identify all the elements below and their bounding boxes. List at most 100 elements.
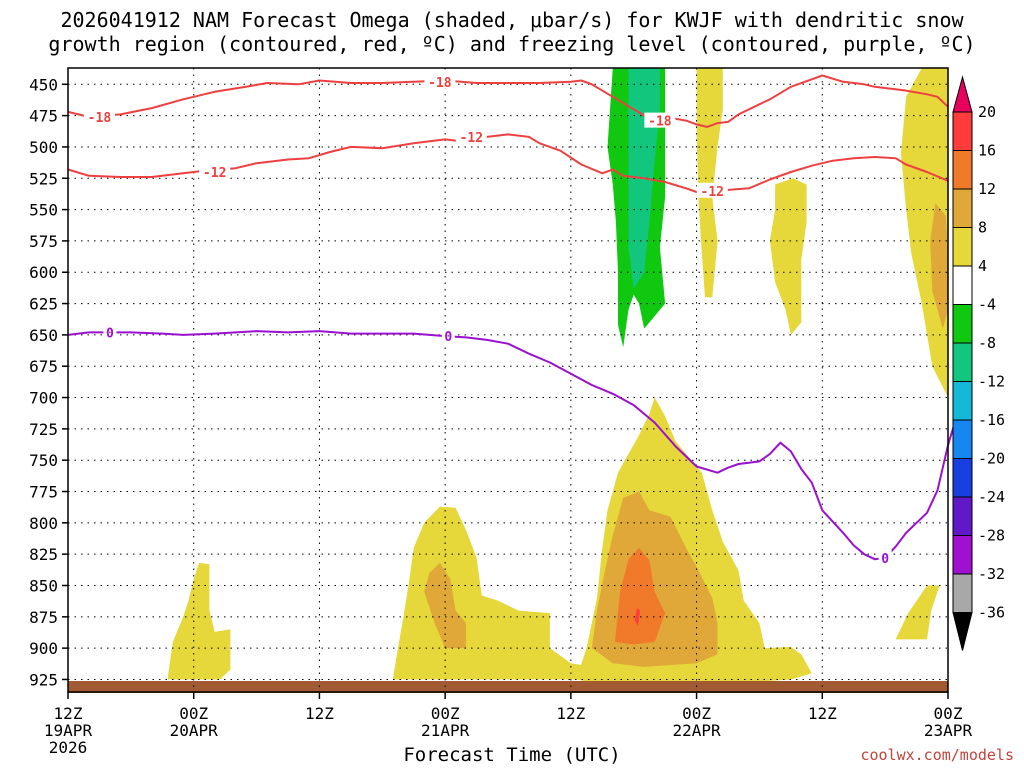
y-tick-label-925: 925 bbox=[29, 670, 58, 689]
colorbar-box-3 bbox=[952, 188, 973, 228]
y-tick-label-725: 725 bbox=[29, 420, 58, 439]
y-tick-label-600: 600 bbox=[29, 263, 58, 282]
contour-label-7: 0 bbox=[444, 330, 452, 345]
omega-region-5 bbox=[614, 547, 666, 645]
omega-region-7 bbox=[895, 585, 940, 640]
y-tick-label-575: 575 bbox=[29, 232, 58, 251]
y-tick-label-500: 500 bbox=[29, 138, 58, 157]
x-tick-label-60-0: 00Z bbox=[682, 704, 711, 723]
colorbar-label-3: 8 bbox=[978, 219, 987, 237]
temperature-contours: -18 -18 -18 -12 -12 -12 0 0 0 bbox=[67, 73, 960, 567]
y-tick-label-675: 675 bbox=[29, 357, 58, 376]
omega-region-9 bbox=[769, 178, 807, 335]
colorbar-box-13 bbox=[952, 573, 973, 613]
contour-label-8: 0 bbox=[881, 552, 889, 567]
colorbar-box-1 bbox=[952, 111, 973, 151]
contour-label-6: 0 bbox=[106, 326, 114, 341]
contour-line-0 bbox=[67, 74, 949, 128]
contour-label-bg-2 bbox=[644, 112, 676, 128]
colorbar-box-10 bbox=[952, 458, 973, 498]
colorbar-box-4 bbox=[952, 227, 973, 267]
contour-label-2: -18 bbox=[648, 115, 672, 130]
colorbar-label-12: -32 bbox=[978, 565, 1005, 583]
omega-region-2 bbox=[424, 562, 467, 649]
contour-line-1 bbox=[67, 133, 949, 193]
x-tick-label-48-0: 12Z bbox=[556, 704, 585, 723]
colorbar-label-5: -4 bbox=[978, 296, 996, 314]
colorbar-box-2 bbox=[952, 150, 973, 190]
y-tick-label-450: 450 bbox=[29, 75, 58, 94]
x-axis-title: Forecast Time (UTC) bbox=[403, 744, 621, 766]
colorbar-label-7: -12 bbox=[978, 373, 1005, 391]
contour-label-3: -12 bbox=[203, 166, 226, 181]
x-tick-label-0-1: 19APR bbox=[44, 721, 93, 740]
contour-label-0: -18 bbox=[88, 111, 112, 126]
colorbar-box-12 bbox=[952, 535, 973, 575]
colorbar-bottom-arrow bbox=[952, 612, 973, 651]
x-tick-label-84-0: 00Z bbox=[934, 704, 963, 723]
omega-region-6 bbox=[634, 608, 640, 626]
colorbar-box-5 bbox=[952, 265, 973, 305]
colorbar-box-7 bbox=[952, 342, 973, 382]
x-tick-label-36-1: 21APR bbox=[421, 721, 470, 740]
colorbar-label-8: -16 bbox=[978, 411, 1005, 429]
contour-line-2 bbox=[67, 330, 960, 561]
y-tick-label-550: 550 bbox=[29, 201, 58, 220]
x-tick-label-60-1: 22APR bbox=[672, 721, 721, 740]
colorbar-label-1: 16 bbox=[978, 142, 996, 160]
x-tick-label-72-0: 12Z bbox=[808, 704, 837, 723]
y-tick-label-775: 775 bbox=[29, 483, 58, 502]
contour-label-bg-1 bbox=[424, 73, 456, 89]
colorbar: 20 16 12 8 4 -4 -8 -12 -16 -20 -24 -28 -32 -36 bbox=[952, 75, 1005, 651]
colorbar-label-9: -20 bbox=[978, 450, 1005, 468]
omega-region-0 bbox=[167, 562, 231, 680]
x-tick-label-0-0: 12Z bbox=[54, 704, 83, 723]
contour-label-bg-3 bbox=[199, 164, 231, 179]
colorbar-label-4: 4 bbox=[978, 257, 987, 275]
omega-region-11 bbox=[930, 203, 948, 329]
x-tick-label-12-1: 20APR bbox=[170, 721, 219, 740]
y-tick-label-475: 475 bbox=[29, 107, 58, 126]
colorbar-box-11 bbox=[952, 496, 973, 536]
y-tick-label-700: 700 bbox=[29, 389, 58, 408]
contour-label-bg-6 bbox=[103, 324, 117, 340]
y-tick-label-825: 825 bbox=[29, 545, 58, 564]
x-tick-label-12-0: 00Z bbox=[179, 704, 208, 723]
contour-label-bg-4 bbox=[455, 128, 487, 144]
colorbar-label-10: -24 bbox=[978, 488, 1005, 506]
colorbar-label-2: 12 bbox=[978, 180, 996, 198]
omega-region-10 bbox=[900, 68, 948, 398]
omega-region-8 bbox=[696, 68, 723, 298]
x-tick-label-36-0: 00Z bbox=[431, 704, 460, 723]
y-tick-label-525: 525 bbox=[29, 169, 58, 188]
y-tick-label-900: 900 bbox=[29, 639, 58, 658]
chart-title-line-2: growth region (contoured, red, ºC) and f… bbox=[48, 32, 976, 56]
colorbar-label-13: -36 bbox=[978, 604, 1005, 622]
contour-label-5: -12 bbox=[701, 185, 724, 200]
x-tick-label-84-1: 23APR bbox=[924, 721, 973, 740]
contour-label-1: -18 bbox=[428, 76, 452, 91]
contour-label-bg-8 bbox=[878, 549, 892, 565]
y-tick-label-800: 800 bbox=[29, 514, 58, 533]
plot-frame bbox=[67, 67, 949, 693]
colorbar-label-6: -8 bbox=[978, 334, 996, 352]
terrain-band bbox=[68, 681, 948, 693]
contour-label-bg-5 bbox=[696, 182, 728, 198]
colorbar-box-9 bbox=[952, 419, 973, 459]
contour-label-bg-0 bbox=[83, 108, 115, 124]
y-tick-label-650: 650 bbox=[29, 326, 58, 345]
colorbar-top-arrow bbox=[952, 75, 973, 113]
contour-label-bg-7 bbox=[441, 328, 455, 344]
x-tick-label-0-2: 2026 bbox=[49, 738, 88, 757]
x-tick-label-24-0: 12Z bbox=[305, 704, 334, 723]
contour-label-4: -12 bbox=[460, 131, 483, 146]
y-tick-label-625: 625 bbox=[29, 295, 58, 314]
omega-region-1 bbox=[392, 506, 592, 680]
colorbar-box-6 bbox=[952, 304, 973, 344]
chart-title-line-1: 2026041912 NAM Forecast Omega (shaded, μ… bbox=[60, 8, 964, 32]
colorbar-box-8 bbox=[952, 381, 973, 421]
credit-link[interactable]: coolwx.com/models bbox=[860, 746, 1014, 764]
colorbar-label-0: 20 bbox=[978, 103, 996, 121]
